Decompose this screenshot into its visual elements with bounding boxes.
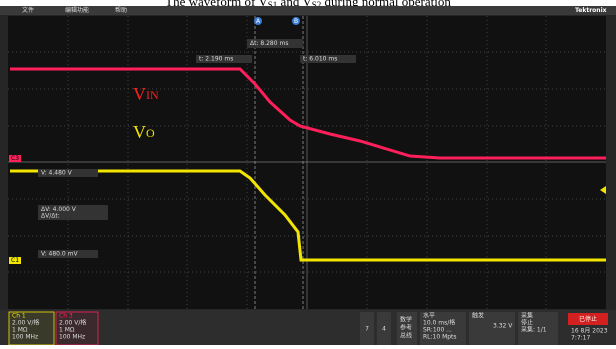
stopped-button[interactable]	[568, 313, 608, 325]
status-text: 1 MΩ	[59, 327, 75, 334]
trigger-marker	[600, 186, 606, 194]
date: 16 8月 2023	[571, 328, 608, 335]
status-text: 参考	[400, 324, 412, 332]
readout: t: 6.010 ms	[303, 56, 337, 63]
status-text: 水平	[423, 312, 435, 320]
menu-bar	[0, 6, 616, 15]
readout-box	[196, 55, 252, 63]
status-text: 采集: 1/1	[521, 326, 547, 334]
status-text: 采集	[521, 312, 533, 320]
menu-item[interactable]: 文件	[22, 6, 34, 14]
status-text: 数学	[400, 316, 412, 324]
button[interactable]	[377, 312, 391, 345]
button[interactable]	[360, 312, 374, 345]
readout: ΔV: 4.000 V	[41, 206, 77, 213]
readout-box	[38, 169, 98, 177]
button-label: 4	[382, 326, 386, 333]
cursor-a-badge[interactable]	[254, 17, 262, 25]
menu-item[interactable]: 帮助	[115, 6, 127, 14]
ch3-marker-label: C3	[11, 155, 19, 162]
cursor-b-badge[interactable]	[292, 17, 300, 25]
status-text: 10.0 ms/格	[423, 319, 455, 327]
logo: Tektronix	[575, 7, 607, 14]
trigger-panel[interactable]	[469, 312, 515, 345]
ch3-marker	[9, 155, 21, 162]
status-text: 2.00 V/格	[12, 319, 39, 327]
trace-vo	[10, 169, 606, 262]
status-text: 100 MHz	[59, 334, 85, 341]
status-text: 总线	[400, 332, 412, 340]
status-text: Ch 3	[59, 313, 73, 320]
status-text: 触发	[472, 312, 484, 320]
readout: V: 480.0 mV	[41, 251, 78, 258]
status-text: 1 MΩ	[12, 327, 28, 334]
stopped-label: 已停止	[579, 315, 597, 323]
status-text: 100 MHz	[12, 334, 38, 341]
acquire-panel[interactable]	[518, 312, 558, 345]
status-text: 2.00 V/格	[59, 319, 86, 327]
cursor-b-label: B	[294, 18, 298, 25]
readout-box	[300, 55, 356, 63]
add-button[interactable]	[397, 312, 417, 345]
readout: ΔV/Δt:	[41, 213, 60, 220]
menu-item[interactable]: 编辑功能	[65, 6, 89, 14]
trace-vin	[10, 67, 606, 160]
vo-label: VO	[133, 122, 155, 142]
cursor-a-label: A	[256, 18, 261, 25]
ch1-marker	[9, 257, 21, 264]
status-text: 停止	[521, 319, 533, 327]
ch1-marker-label: C1	[11, 257, 19, 264]
readout-box	[38, 250, 98, 258]
vin-label: VIN	[133, 84, 159, 104]
status-text: 3.32 V	[493, 323, 513, 330]
readout: V: 4.480 V	[41, 170, 73, 177]
status-text: Ch 1	[12, 313, 26, 320]
caption: The waveform of VS1 and VS2 during norma…	[165, 0, 451, 10]
readout: Δt: 8.280 ms	[250, 40, 288, 47]
readout: t: 2.190 ms	[199, 56, 233, 63]
status-text: SR:100 ...	[423, 327, 452, 334]
ch3-badge[interactable]	[55, 311, 99, 346]
status-text: RL:10 Mpts	[423, 334, 457, 341]
time: 7:7:17	[571, 335, 590, 342]
readout-box	[247, 39, 303, 48]
ch1-badge[interactable]	[8, 311, 55, 346]
readout-box	[38, 205, 108, 220]
button-label: 7	[365, 326, 369, 333]
horizontal-panel[interactable]	[420, 312, 466, 345]
